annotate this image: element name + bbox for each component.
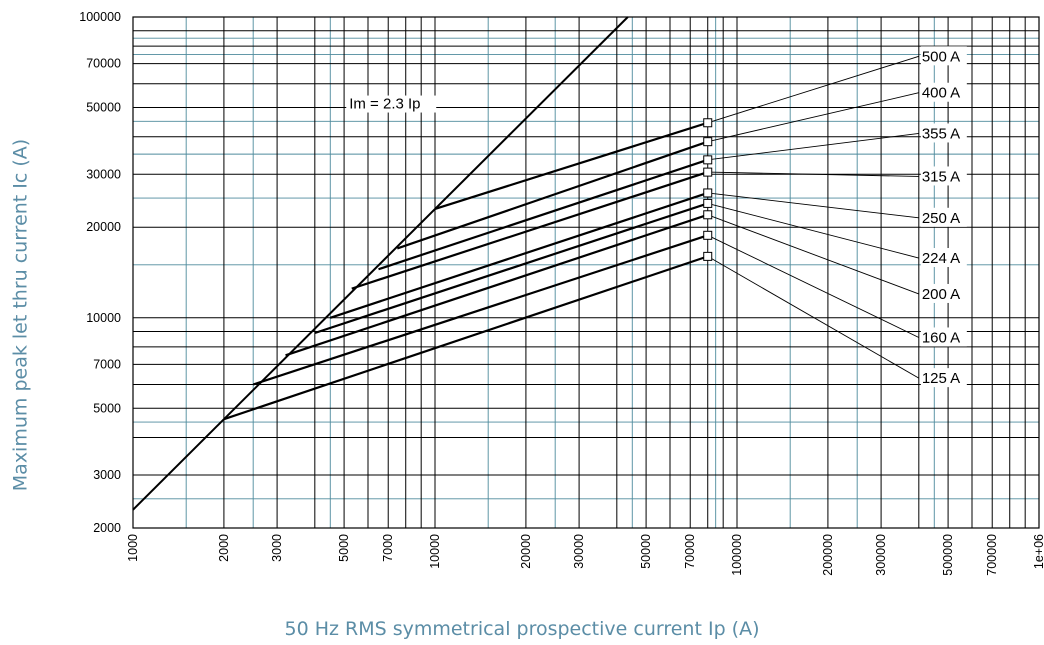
- y-tick-label: 3000: [93, 468, 121, 482]
- leader-line: [707, 92, 919, 143]
- series-label: 200 A: [922, 286, 960, 303]
- y-tick-label: 10000: [86, 311, 121, 325]
- series-line: [314, 202, 709, 335]
- series-label-bg: [920, 368, 967, 388]
- leader-line: [707, 133, 919, 161]
- series-line: [223, 255, 709, 421]
- leader-line: [707, 55, 919, 124]
- y-axis-label: Maximum peak let thru current Ic (A): [10, 139, 32, 491]
- x-tick-label: 1e+06: [1032, 534, 1044, 569]
- series-label-bg: [920, 207, 967, 227]
- series-label-bg: [920, 248, 967, 268]
- series-end-marker: [703, 198, 713, 208]
- y-tick-label: 7000: [93, 357, 121, 371]
- series-label: 355 A: [922, 125, 960, 142]
- series-label: 160 A: [922, 329, 960, 346]
- y-tick-label: 5000: [93, 401, 121, 415]
- x-tick-label: 700000: [985, 534, 999, 576]
- series-label: 250 A: [922, 210, 960, 227]
- x-tick-label: 100000: [730, 534, 744, 576]
- leader-line: [707, 171, 919, 177]
- leader-lines: [707, 55, 920, 379]
- reference-line-label-bg: [346, 95, 437, 113]
- leader-line: [707, 214, 919, 295]
- leader-line: [707, 192, 919, 219]
- series-line: [396, 140, 709, 250]
- series-label: 500 A: [922, 48, 960, 65]
- y-tick-label: 30000: [86, 167, 121, 181]
- y-tick-label: 100000: [79, 10, 121, 24]
- x-tick-label: 10000: [428, 534, 442, 569]
- series-label: 315 A: [922, 168, 960, 185]
- x-tick-label: 2000: [217, 534, 231, 562]
- x-tick-label: 3000: [270, 534, 284, 562]
- leader-line: [707, 202, 919, 259]
- reference-line: [132, 16, 629, 511]
- series-label-bg: [920, 82, 967, 102]
- y-tick-label: 50000: [86, 101, 121, 115]
- x-tick-label: 300000: [874, 534, 888, 576]
- series-label: 125 A: [922, 370, 960, 387]
- x-tick-label: 500000: [941, 534, 955, 576]
- series-label: 224 A: [922, 250, 960, 267]
- series-labels: 125 A 160 A 200 A 224 A 250 A 315 A 355 A 400 A…: [920, 46, 967, 388]
- leader-line: [707, 234, 920, 338]
- y-tick-label: 70000: [86, 57, 121, 71]
- x-axis-label: 50 Hz RMS symmetrical prospective curren…: [285, 618, 760, 640]
- x-tick-label: 5000: [337, 534, 351, 562]
- series-label-bg: [920, 46, 967, 66]
- series-line: [252, 234, 709, 386]
- series-line: [329, 191, 709, 319]
- x-tick-label: 20000: [519, 534, 533, 569]
- x-tick-labels: 1000 2000 3000 5000 7000 10000 20000 30000 50000…: [126, 534, 1044, 576]
- series-label-bg: [920, 123, 967, 143]
- series-end-marker: [703, 230, 713, 240]
- series-line: [434, 121, 709, 211]
- series-end-marker: [703, 137, 713, 147]
- leader-line: [707, 255, 920, 379]
- y-tick-labels: 2000 3000 5000 7000 10000 20000 30000 50000 7000…: [79, 10, 121, 535]
- reference-line-label: Im = 2.3 Ip: [349, 96, 420, 113]
- x-tick-label: 1000: [126, 534, 140, 562]
- y-tick-label: 2000: [93, 521, 121, 535]
- x-tick-label: 30000: [572, 534, 586, 569]
- series-label: 400 A: [922, 85, 960, 102]
- series-end-marker: [703, 251, 713, 261]
- markers: [703, 118, 713, 261]
- series-label-bg: [920, 283, 967, 303]
- series-end-marker: [703, 210, 713, 220]
- grid: [132, 16, 1040, 529]
- series-end-marker: [703, 167, 713, 177]
- x-tick-label: 70000: [683, 534, 697, 569]
- series-line: [285, 213, 709, 357]
- series-label-bg: [920, 327, 967, 347]
- x-tick-label: 50000: [639, 534, 653, 569]
- series-label-bg: [920, 166, 967, 186]
- x-tick-label: 7000: [381, 534, 395, 562]
- x-tick-label: 200000: [821, 534, 835, 576]
- series-end-marker: [703, 188, 713, 198]
- y-tick-label: 20000: [86, 220, 121, 234]
- series-end-marker: [703, 155, 713, 165]
- curves: [132, 16, 709, 511]
- series-end-marker: [703, 118, 713, 128]
- series-line: [351, 171, 709, 290]
- series-line: [378, 158, 709, 271]
- plot-frame: [132, 16, 1040, 529]
